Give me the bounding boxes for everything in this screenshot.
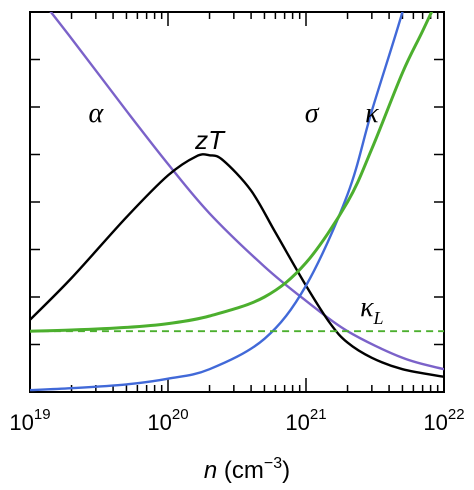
curve-label-subscript: L — [373, 308, 384, 328]
x-axis-symbol: n — [204, 457, 217, 484]
series-line-1 — [30, 153, 444, 378]
curve-label-sigma: σ — [305, 98, 320, 129]
series-line-2 — [30, 12, 404, 392]
x-axis-unit-suffix: ) — [282, 457, 290, 484]
x-tick-exp: 22 — [448, 406, 465, 423]
axis-ticks — [29, 12, 444, 392]
x-tick-labels: 1019 1020 1021 1022 — [9, 406, 464, 435]
series-line-3 — [30, 12, 434, 333]
x-tick-exp: 20 — [172, 406, 189, 423]
x-tick-exp: 19 — [34, 406, 51, 423]
x-axis-unit-exp: −3 — [264, 455, 282, 472]
series-lines — [30, 12, 444, 392]
curve-label-alpha: α — [88, 98, 104, 129]
x-tick-exp: 21 — [310, 406, 327, 423]
x-tick-base: 10 — [147, 410, 171, 435]
x-tick-label: 1022 — [423, 406, 464, 435]
curve-label-kappa: κ — [365, 98, 379, 129]
curve-labels: α zT σ κ κL — [88, 98, 383, 328]
curve-label-zt: zT — [194, 125, 226, 155]
x-tick-label: 1021 — [285, 406, 326, 435]
x-tick-label: 1020 — [147, 406, 188, 435]
x-axis-unit-prefix: (cm — [217, 457, 264, 484]
x-tick-base: 10 — [9, 410, 33, 435]
x-tick-label: 1019 — [9, 406, 50, 435]
plot-frame — [29, 11, 445, 393]
series-line-0 — [49, 12, 444, 371]
x-tick-base: 10 — [423, 410, 447, 435]
x-axis-title: n (cm−3) — [204, 455, 290, 484]
curve-label-kappa_l: κL — [360, 292, 383, 328]
x-tick-base: 10 — [285, 410, 309, 435]
